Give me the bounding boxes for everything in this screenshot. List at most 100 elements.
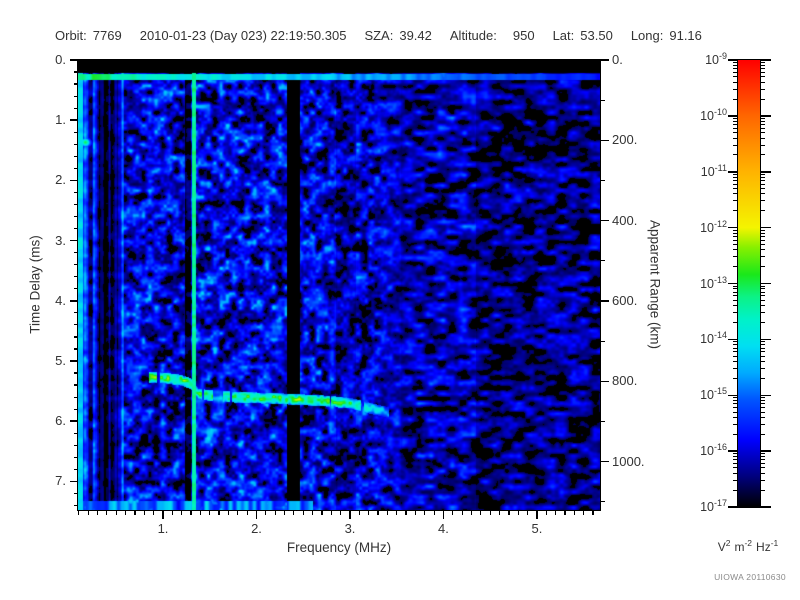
range-tick-label: 0. [612,52,623,67]
colorbar-minor-tick-right [760,210,765,212]
freq-minor-tick [564,510,566,515]
freq-minor-tick [246,510,248,515]
unit-hz: Hz [756,540,771,554]
colorbar-minor-tick-right [760,467,765,469]
freq-minor-tick [368,510,370,515]
freq-minor-tick [124,510,127,515]
colorbar-tick-label: 10-17 [700,498,727,515]
colorbar-unit-label: V2 m-2 Hz-1 [698,538,798,554]
colorbar-minor-tick-right [760,232,765,234]
freq-minor-tick [592,510,594,515]
range-major-tick [600,380,609,383]
colorbar-major-tick [760,171,771,173]
colorbar-tick-label: 10-10 [700,106,727,124]
freq-minor-tick [227,510,230,515]
freq-minor-tick [489,510,491,515]
unit-m: m [734,540,745,554]
lat-value: 53.50 [580,28,613,43]
colorbar-minor-tick-right [760,355,765,357]
range-minor-tick [600,420,605,423]
colorbar-minor-tick-right [760,68,765,70]
freq-minor-tick [396,510,398,515]
unit-v: V [717,540,726,554]
colorbar-gradient [738,60,760,507]
freq-minor-tick [377,510,379,515]
colorbar-major-tick [760,282,771,285]
range-minor-tick [600,260,605,262]
colorbar-minor-tick-right [760,347,765,349]
colorbar-tick-label: 10-13 [700,274,727,291]
freq-tick-label: 5. [531,521,543,536]
altitude-value: 950 [512,28,535,43]
colorbar-major-tick [760,338,771,341]
freq-minor-tick [480,510,482,515]
freq-minor-tick [293,510,295,515]
freq-minor-tick [583,510,585,515]
freq-minor-tick [517,510,519,515]
colorbar-label-tick [727,338,738,341]
colorbar-minor-tick-right [760,479,765,481]
altitude-label: Altitude: [449,28,497,43]
time-major-tick [69,239,78,242]
colorbar-minor-tick-right [760,179,765,181]
colorbar-minor-tick-right [760,81,765,83]
colorbar-minor-tick-right [760,173,765,175]
colorbar-minor-tick-right [760,459,765,461]
unit-m-exp: -2 [744,538,753,548]
time-tick-label: 6. [55,413,66,429]
freq-minor-tick [209,510,211,515]
freq-minor-tick [414,510,417,515]
colorbar-minor-tick-right [760,124,765,126]
freq-minor-tick [340,510,342,515]
colorbar-minor-tick-right [760,361,765,363]
freq-minor-tick [311,510,314,515]
freq-minor-tick [386,510,388,515]
range-minor-tick [600,340,605,342]
range-tick-label: 1000. [612,453,645,469]
freq-major-tick [162,510,164,519]
sza-label: SZA: [364,28,394,43]
range-major-tick [600,59,609,61]
freq-minor-tick [153,510,155,515]
freq-tick-label: 4. [438,521,449,536]
freq-minor-tick [424,510,426,515]
colorbar-tick-label: 10-14 [700,330,727,347]
freq-minor-tick [302,510,304,515]
colorbar-minor-tick-right [760,456,765,458]
colorbar-minor-tick-right [760,183,765,185]
colorbar-minor-tick-right [760,193,765,195]
colorbar-minor-tick-right [760,453,765,455]
freq-major-tick [349,510,351,519]
credit-text: UIOWA 20110630 [714,572,786,582]
freq-major-tick [442,510,445,519]
colorbar-minor-tick-right [760,76,765,78]
freq-minor-tick [545,510,547,515]
time-major-tick [69,360,78,362]
colorbar-major-tick [760,394,771,396]
freq-minor-tick [78,510,80,515]
time-tick-label: 1. [55,112,66,128]
colorbar-minor-tick-right [760,341,765,343]
time-tick-label: 7. [55,473,66,489]
frequency-axis-title: Frequency (MHz) [286,540,392,555]
unit-v-exp: 2 [725,538,731,548]
colorbar-minor-tick-right [760,235,765,237]
colorbar-tick-label: 10-11 [700,162,727,179]
colorbar-major-tick [760,506,771,508]
colorbar-minor-tick-right [760,127,765,129]
colorbar-tick-label: 10-9 [705,51,727,68]
freq-minor-tick [405,510,407,515]
freq-minor-tick [199,510,201,515]
freq-minor-tick [555,510,557,515]
time-major-tick [69,300,78,302]
time-delay-axis-title: Time Delay (ms) [27,235,43,334]
range-minor-tick [600,179,605,182]
freq-minor-tick [87,510,89,515]
colorbar-label-tick [727,59,738,61]
header-info: Orbit: 7769 2010-01-23 (Day 023) 22:19:5… [55,28,775,44]
freq-minor-tick [134,510,136,515]
colorbar-minor-tick-right [760,137,765,139]
time-major-tick [69,59,78,61]
freq-minor-tick [181,510,183,515]
